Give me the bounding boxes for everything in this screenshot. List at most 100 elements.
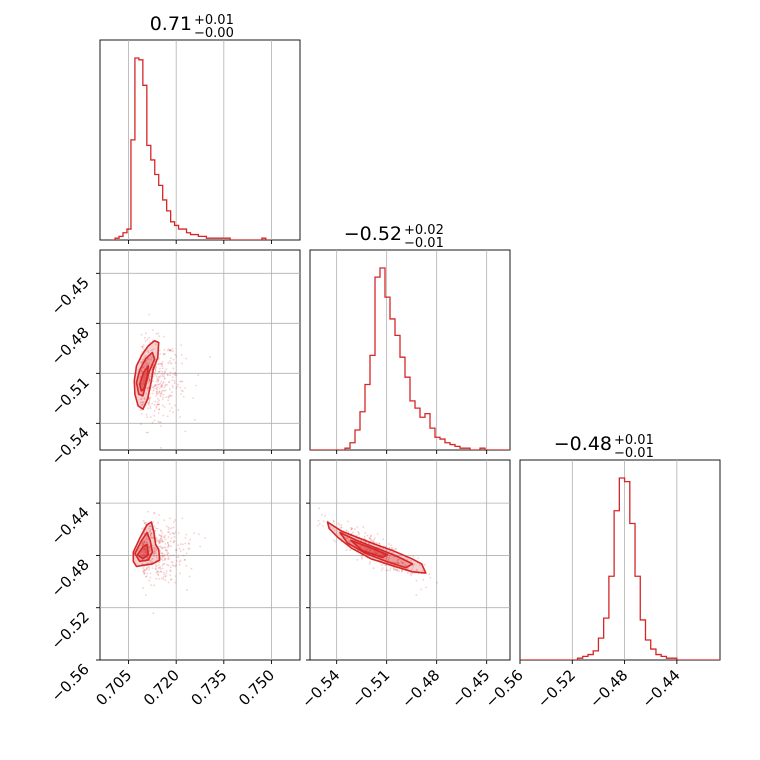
panel-0-1-sample-point: [149, 405, 152, 408]
panel-0-1-sample-point: [160, 446, 162, 449]
panel-0-2-sample-point: [159, 552, 162, 554]
panel-0-2-sample-point: [179, 572, 181, 575]
panel-0-2-sample-point: [187, 547, 190, 550]
panel-0-1-sample-point: [141, 346, 144, 349]
panel-0-1-sample-point: [172, 350, 174, 353]
panel-0-2-sample-point: [142, 554, 145, 557]
panel-0-2-sample-point: [154, 551, 157, 553]
panel-0-1-sample-point: [161, 370, 164, 373]
panel-0-1-sample-point: [155, 383, 158, 386]
panel-0-2-sample-point: [163, 556, 165, 558]
panel-0-2-sample-point: [151, 557, 154, 560]
panel-0-1-sample-point: [143, 374, 146, 377]
panel-0-2-sample-point: [152, 537, 154, 540]
panel-0-2-sample-point: [150, 560, 153, 562]
panel-0-2-sample-point: [144, 547, 147, 550]
panel-1-2-frame: [309, 459, 511, 661]
panel-0-1-sample-point: [147, 402, 150, 405]
panel-0-2-sample-point: [169, 527, 172, 530]
y-tick-label-1-1: −0.51: [48, 373, 93, 418]
panel-0-1-sample-point: [152, 329, 154, 331]
panel-0-2-sample-point: [158, 577, 160, 580]
panel-1-2-sample-point: [381, 553, 384, 556]
panel-0-1-sample-point: [156, 392, 159, 395]
panel-1-2-sample-point: [369, 548, 372, 551]
panel-1-2-sample-point: [317, 524, 319, 527]
panel-0-2-sample-point: [162, 577, 165, 580]
panel-0-2-sample-point: [175, 560, 178, 562]
panel-1-2-sample-point: [345, 537, 348, 540]
x-tick-label-2-0: −0.56: [482, 666, 527, 711]
panel-0-2-sample-point: [163, 562, 166, 565]
panel-0-1-sample-point: [155, 375, 158, 378]
panel-0-1-sample-point: [164, 353, 167, 356]
panel-0-1-sample-point: [158, 399, 161, 402]
panel-0-2-sample-point: [145, 521, 147, 524]
panel-1-2-sample-point: [385, 549, 388, 552]
panel-0-1-sample-point: [158, 390, 161, 393]
panel-0-2-sample-point: [155, 547, 158, 550]
panel-1-2-sample-point: [386, 569, 389, 571]
panel-0-1-sample-point: [149, 396, 152, 399]
panel-0-2-sample-point: [163, 536, 166, 539]
panel-0-2-sample-point: [148, 547, 150, 550]
panel-0-2-sample-point: [173, 540, 176, 543]
panel-0-1-sample-point: [171, 347, 174, 350]
panel-1-2-sample-point: [396, 558, 399, 561]
panel-0-1-sample-point: [158, 421, 161, 424]
panel-0-1-sample-point: [148, 313, 150, 316]
panel-1-2-sample-point: [372, 567, 375, 570]
panel-0-2-sample-point: [164, 549, 167, 551]
panel-0-1-sample-point: [147, 407, 150, 410]
panel-0-2-sample-point: [169, 569, 172, 572]
panel-0-2-sample-point: [165, 572, 168, 574]
panel-1-2-sample-point: [318, 507, 321, 510]
panel-0-2-sample-point: [160, 530, 162, 533]
panel-0-1-sample-point: [140, 369, 143, 371]
panel-1-2-sample-point: [392, 567, 395, 570]
panel-1-2-sample-point: [396, 569, 399, 572]
panel-0-2-sample-point: [189, 538, 191, 541]
panel-0-2-sample-point: [143, 541, 146, 543]
panel-1-2-sample-point: [376, 552, 379, 555]
panel-0-2-sample-point: [160, 529, 162, 532]
panel-0-2-sample-point: [184, 536, 187, 539]
panel-1-2-sample-point: [349, 540, 351, 543]
hist-0-frame: [99, 39, 301, 241]
panel-0-2-sample-point: [174, 575, 177, 578]
panel-1-2-sample-point: [345, 529, 348, 531]
panel-0-2-sample-point: [164, 546, 167, 549]
panel-0-1-sample-point: [147, 389, 149, 392]
panel-1-2-sample-point: [384, 564, 387, 567]
panel-0-1-sample-point: [146, 338, 149, 341]
panel-0-1-sample-point: [146, 387, 149, 390]
panel-0-2-sample-point: [148, 566, 151, 569]
panel-0-2-sample-point: [167, 564, 170, 567]
panel-1-2-sample-point: [360, 554, 363, 557]
panel-1-2-sample-point: [369, 549, 372, 552]
panel-0-1-sample-point: [150, 358, 153, 361]
panel-1-2-sample-point: [429, 576, 432, 579]
panel-1-2-sample-point: [398, 570, 400, 572]
panel-0-2-sample-point: [173, 540, 175, 542]
panel-1-2-sample-point: [396, 562, 399, 564]
panel-1-2-sample-point: [317, 519, 320, 522]
panel-0-2-sample-point: [142, 571, 145, 573]
panel-0-2-sample-point: [148, 529, 151, 532]
hist-0-title-plus: +0.01: [194, 13, 234, 28]
hist-2-title-minus: −0.01: [614, 446, 654, 461]
panel-0-1-sample-point: [157, 420, 160, 423]
panel-1-2-sample-point: [371, 539, 374, 542]
panel-1-2-sample-point: [364, 541, 367, 544]
panel-0-1-sample-point: [171, 391, 173, 394]
panel-0-1-sample-point: [154, 343, 157, 346]
panel-0-2-sample-point: [149, 534, 152, 537]
panel-0-2-sample-point: [161, 567, 164, 570]
panel-1-2-sample-point: [320, 513, 323, 516]
panel-1-2-sample-point: [347, 520, 350, 523]
panel-0-2-sample-point: [150, 536, 153, 539]
panel-0-1-sample-point: [140, 361, 143, 364]
panel-1-2-sample-point: [321, 524, 324, 527]
panel-0-2-sample-point: [151, 558, 153, 560]
panel-1-2-sample-point: [346, 537, 348, 540]
